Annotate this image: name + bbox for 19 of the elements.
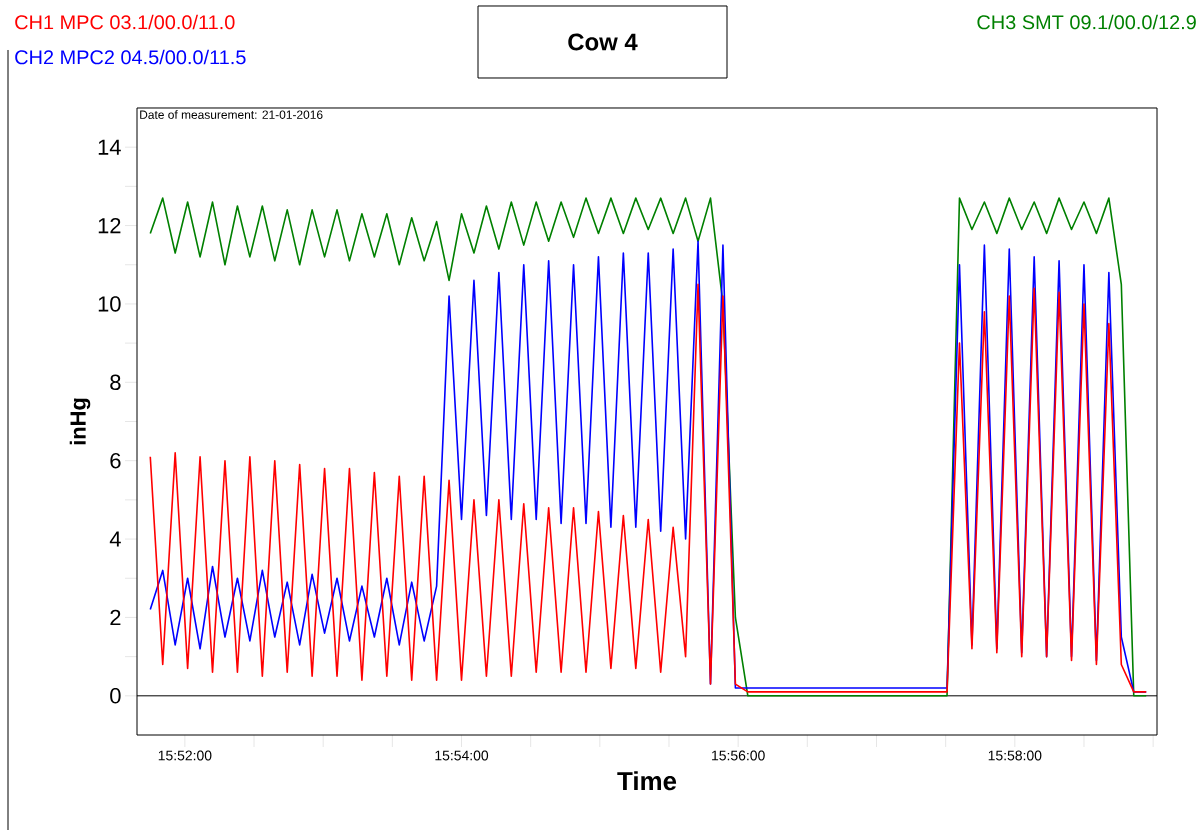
- text: CH1 MPC 03.1/00.0/11.0: [15, 14, 235, 30]
- y-tick-label: 12: [98, 217, 121, 233]
- y-tick-label: 8: [110, 374, 121, 390]
- x-tick-label: 15:56:00: [712, 750, 765, 761]
- text: CH2 MPC2 04.5/00.0/11.5: [15, 49, 246, 65]
- y-tick-label: 6: [110, 452, 121, 469]
- y-tick-label: 0: [110, 687, 121, 704]
- x-tick-label: 15:58:00: [988, 750, 1042, 761]
- y-tick-label: 10: [98, 295, 121, 312]
- y-axis-title: inHg: [69, 398, 91, 445]
- x-tick-label: 15:54:00: [435, 750, 489, 761]
- chart-title: Cow 4: [568, 33, 638, 51]
- annotation: Date of measurement: 21-01-2016: [140, 109, 323, 119]
- text: CH3 SMT 09.1/00.0/12.9: [977, 14, 1196, 30]
- y-tick-label: 2: [110, 609, 121, 625]
- y-tick-label: 4: [109, 531, 121, 547]
- x-tick-label: 15:52:00: [158, 750, 212, 761]
- y-tick-label: 14: [98, 139, 121, 155]
- x-axis-title: Time: [617, 770, 677, 791]
